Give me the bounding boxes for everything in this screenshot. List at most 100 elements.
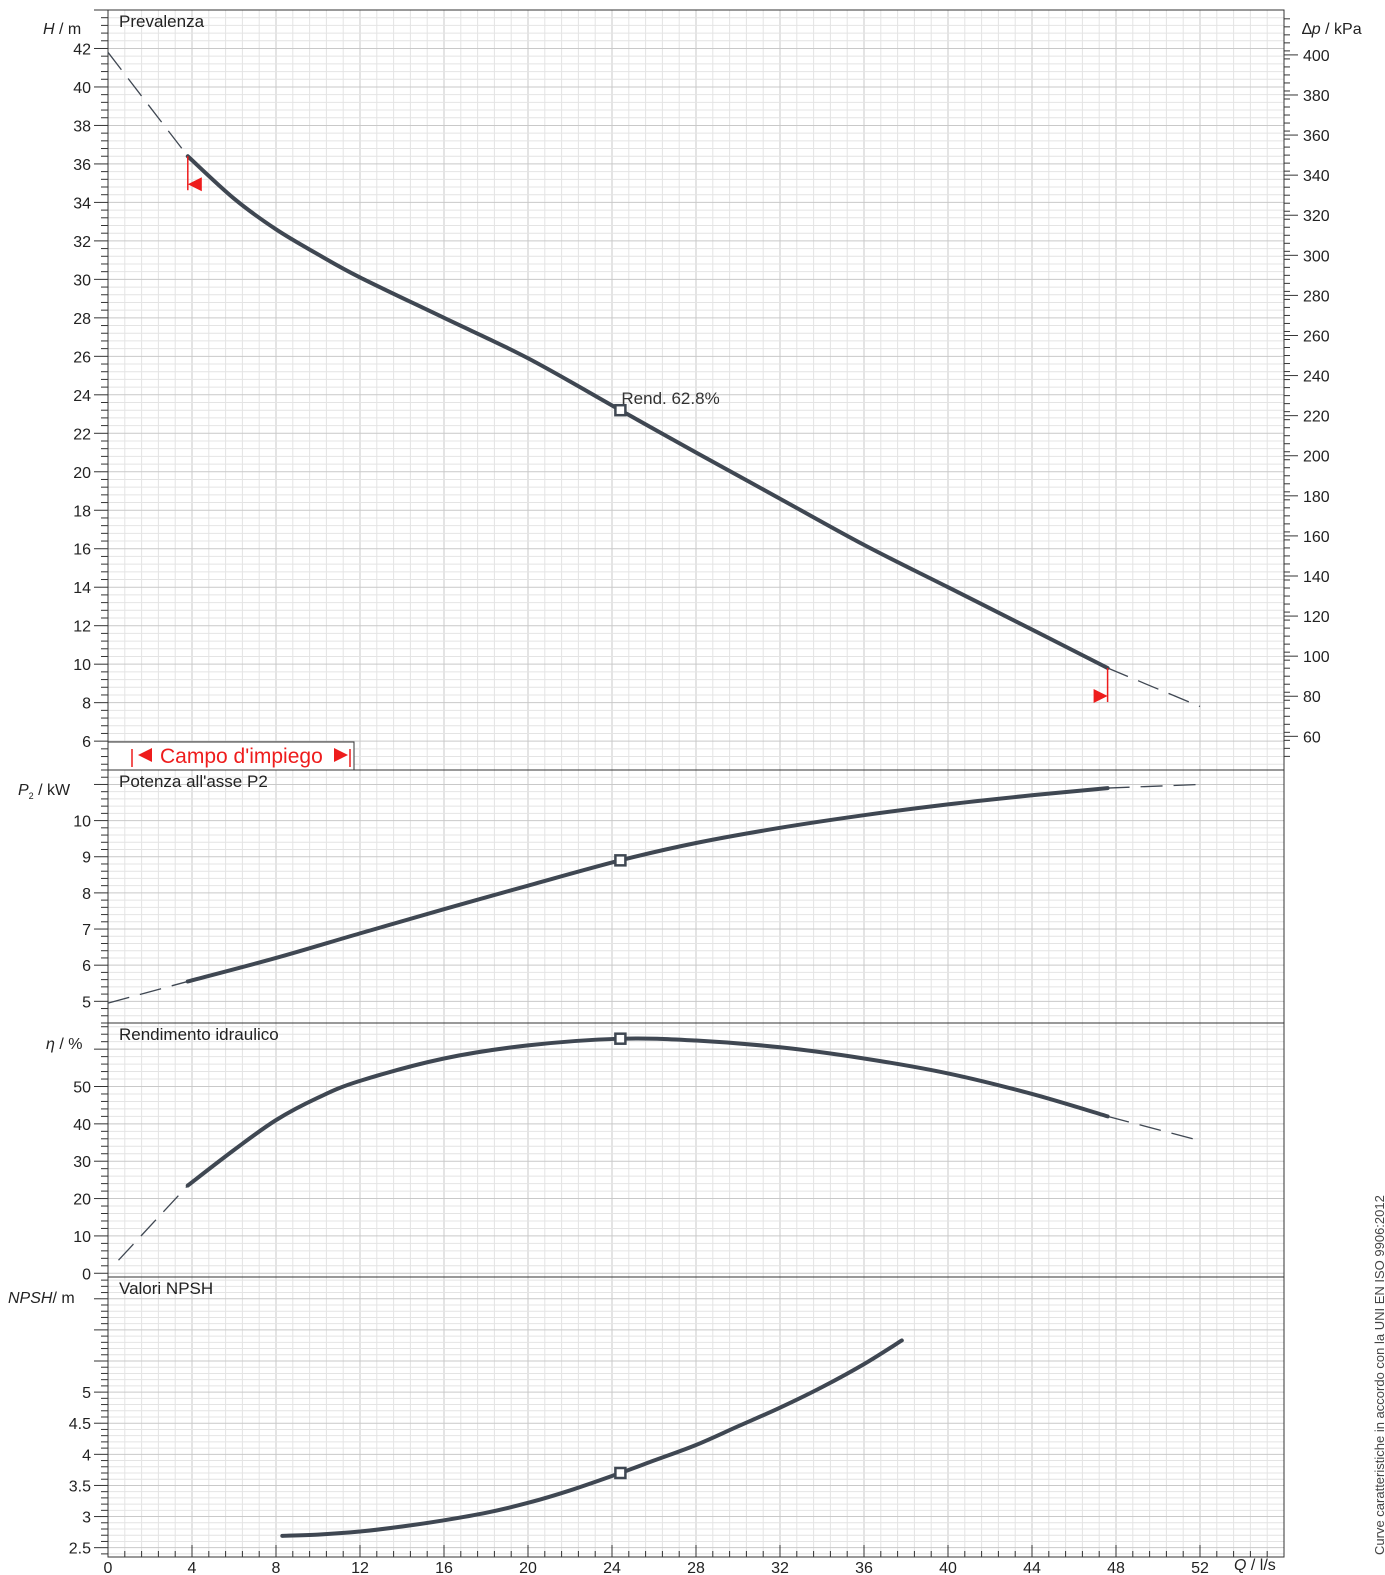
- y-tick-label: 10: [73, 814, 91, 831]
- curve-extension: [107, 51, 189, 157]
- y-axis-label-head: H / m: [43, 21, 81, 38]
- performance-curve: [185, 1036, 1110, 1188]
- right-y-tick-label: 280: [1303, 288, 1330, 305]
- right-y-tick-label: 100: [1303, 649, 1330, 666]
- labels: 681012141618202224262830323436384042Prev…: [69, 12, 1330, 1575]
- y-tick-label: 20: [73, 1192, 91, 1209]
- x-tick-label: 48: [1107, 1560, 1125, 1575]
- right-y-tick-label: 360: [1303, 128, 1330, 145]
- panel-title: Prevalenza: [119, 12, 205, 31]
- y-tick-label: 18: [73, 503, 91, 520]
- right-y-tick-label: 380: [1303, 88, 1330, 105]
- y-tick-label: 40: [73, 80, 91, 97]
- y-tick-label: 20: [73, 465, 91, 482]
- y-tick-label: 22: [73, 426, 91, 443]
- x-tick-label: 44: [1023, 1560, 1041, 1575]
- y-axis-symbol-efficiency: η: [46, 1036, 55, 1053]
- y-tick-label: 38: [73, 118, 91, 135]
- y-tick-label: 4.5: [69, 1416, 91, 1433]
- right-y-tick-label: 120: [1303, 609, 1330, 626]
- y-tick-label: 10: [73, 657, 91, 674]
- y-tick-label: 8: [82, 886, 91, 903]
- x-tick-label: 40: [939, 1560, 957, 1575]
- right-y-tick-label: 160: [1303, 529, 1330, 546]
- operating-range-label: Campo d'impiego: [160, 745, 323, 768]
- duty-point-marker: [614, 1466, 627, 1480]
- y-tick-label: 50: [73, 1080, 91, 1097]
- y-tick-label: 10: [73, 1229, 91, 1246]
- x-tick-label: 0: [104, 1560, 113, 1575]
- y-axis-subscript-power: 2: [29, 791, 34, 801]
- y-tick-label: 32: [73, 234, 91, 251]
- side-note: Curve caratteristiche in accordo con la …: [1372, 1195, 1385, 1555]
- x-axis-label: Q / l/s: [1234, 1557, 1276, 1574]
- y-tick-label: 6: [82, 958, 91, 975]
- y-tick-label: 40: [73, 1117, 91, 1134]
- x-axis-symbol: Q: [1234, 1557, 1246, 1574]
- curve-extension: [107, 980, 188, 1004]
- y-tick-label: 2.5: [69, 1541, 91, 1558]
- panel-title: Potenza all'asse P2: [119, 772, 268, 791]
- y-tick-label: 3: [82, 1510, 91, 1527]
- x-tick-label: 36: [855, 1560, 873, 1575]
- x-tick-label: 4: [188, 1560, 197, 1575]
- right-y-tick-label: 340: [1303, 168, 1330, 185]
- duty-point-marker: [614, 403, 627, 417]
- panel-title: Rendimento idraulico: [119, 1025, 279, 1044]
- y-tick-label: 5: [82, 1385, 91, 1402]
- x-tick-label: 52: [1191, 1560, 1209, 1575]
- y-axis-label-pressure: ∆p / kPa: [1302, 21, 1362, 38]
- y-axis-label-power: P2 / kW: [18, 782, 71, 801]
- right-y-tick-label: 400: [1303, 48, 1330, 65]
- range-arrow-left: [187, 177, 202, 192]
- range-arrow-right: [1093, 689, 1108, 704]
- duty-point-marker: [614, 854, 627, 867]
- y-axis-unit-power: / kW: [34, 782, 71, 799]
- right-y-tick-label: 60: [1303, 729, 1321, 746]
- campo-arrow-right: [334, 748, 348, 762]
- x-tick-label: 20: [519, 1560, 537, 1575]
- campo-arrow-left: [138, 748, 152, 762]
- curves: [107, 51, 1201, 1538]
- right-y-tick-label: 260: [1303, 328, 1330, 345]
- performance-curve: [185, 786, 1110, 984]
- curve-extension: [1107, 783, 1201, 789]
- performance-curve: [185, 154, 1110, 671]
- y-axis-label-efficiency: η / %: [46, 1036, 82, 1053]
- x-tick-label: 16: [435, 1560, 453, 1575]
- right-y-tick-label: 80: [1303, 689, 1321, 706]
- x-tick-label: 24: [603, 1560, 621, 1575]
- y-axis-label-npsh: NPSH/ m: [8, 1290, 75, 1307]
- y-axis-symbol-head: H: [43, 21, 55, 38]
- y-tick-label: 42: [73, 41, 91, 58]
- y-axis-symbol-pressure: p: [1311, 21, 1321, 38]
- y-tick-label: 8: [82, 696, 91, 713]
- y-tick-label: 12: [73, 619, 91, 636]
- grid: [107, 9, 1285, 1557]
- y-tick-label: 30: [73, 272, 91, 289]
- right-y-tick-label: 140: [1303, 569, 1330, 586]
- y-tick-label: 34: [73, 195, 91, 212]
- efficiency-annotation: Rend. 62.8%: [621, 389, 719, 408]
- panel-title: Valori NPSH: [119, 1279, 213, 1298]
- y-axis-symbol-npsh: NPSH: [8, 1290, 53, 1307]
- y-tick-label: 9: [82, 850, 91, 867]
- duty-point-markers: [614, 403, 627, 1480]
- y-tick-label: 14: [73, 580, 91, 597]
- y-tick-label: 3.5: [69, 1478, 91, 1495]
- axis-ticks: [94, 9, 1298, 1557]
- duty-point-marker: [614, 1032, 627, 1045]
- right-y-tick-label: 220: [1303, 409, 1330, 426]
- right-y-tick-label: 320: [1303, 208, 1330, 225]
- curve-extension: [1107, 1115, 1201, 1142]
- y-tick-label: 7: [82, 922, 91, 939]
- y-tick-label: 24: [73, 388, 91, 405]
- right-y-tick-label: 180: [1303, 489, 1330, 506]
- right-y-tick-label: 200: [1303, 449, 1330, 466]
- x-tick-label: 32: [771, 1560, 789, 1575]
- y-tick-label: 16: [73, 542, 91, 559]
- y-tick-label: 0: [82, 1266, 91, 1283]
- y-tick-label: 6: [82, 734, 91, 751]
- y-axis-symbol-power: P: [18, 782, 29, 799]
